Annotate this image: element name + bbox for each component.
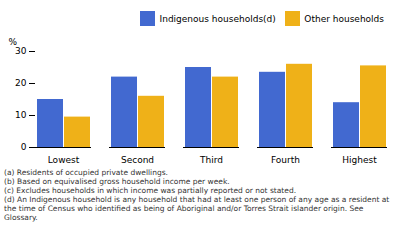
svg-text:0: 0 (21, 142, 27, 152)
svg-text:Third: Third (199, 155, 223, 165)
html-text:(d) An Indigenous household is: (d) An Indigenous household is any house… (4, 195, 390, 222)
svg-text:Lowest: Lowest (48, 155, 80, 165)
svg-text:30: 30 (15, 46, 27, 56)
svg-text:Fourth: Fourth (271, 155, 300, 165)
html-text:(b) Based on equivalised gross: (b) Based on equivalised gross household… (4, 177, 230, 186)
html-text:(a) Residents of occupied priv: (a) Residents of occupied private dwelli… (4, 168, 168, 177)
html-text:Indigenous households(d): Indigenous households(d) (159, 13, 276, 24)
svg-text:%: % (9, 37, 18, 47)
svg-text:Second: Second (121, 155, 154, 165)
svg-text:Highest: Highest (342, 155, 377, 165)
html-text:(c) Excludes households in whi: (c) Excludes households in which income … (4, 186, 296, 195)
svg-text:20: 20 (15, 78, 27, 88)
svg-text:10: 10 (15, 110, 27, 120)
html-text:Other households: Other households (304, 13, 384, 24)
